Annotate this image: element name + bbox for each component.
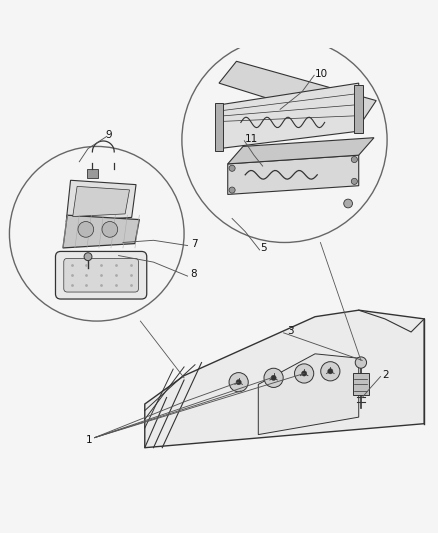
Polygon shape <box>215 103 223 151</box>
Text: 8: 8 <box>191 269 197 279</box>
Text: 11: 11 <box>245 134 258 144</box>
Circle shape <box>264 368 283 387</box>
Text: 7: 7 <box>191 239 197 249</box>
Polygon shape <box>145 310 424 448</box>
Polygon shape <box>258 354 359 434</box>
Polygon shape <box>353 374 369 395</box>
Circle shape <box>321 362 340 381</box>
Circle shape <box>351 157 357 163</box>
Polygon shape <box>87 169 98 178</box>
Polygon shape <box>219 61 376 127</box>
FancyBboxPatch shape <box>64 259 138 292</box>
FancyBboxPatch shape <box>56 252 147 299</box>
Circle shape <box>301 371 307 376</box>
Polygon shape <box>354 85 363 133</box>
Polygon shape <box>219 83 359 149</box>
Polygon shape <box>228 138 374 164</box>
Circle shape <box>78 222 94 237</box>
Text: 2: 2 <box>383 370 389 380</box>
Circle shape <box>229 187 235 193</box>
Circle shape <box>328 369 333 374</box>
Circle shape <box>351 179 357 184</box>
Text: 9: 9 <box>106 130 112 140</box>
Circle shape <box>102 222 118 237</box>
Circle shape <box>229 373 248 392</box>
Text: 10: 10 <box>315 69 328 78</box>
Circle shape <box>355 357 367 368</box>
Circle shape <box>271 375 276 381</box>
Polygon shape <box>66 180 136 222</box>
Polygon shape <box>228 155 359 195</box>
Polygon shape <box>63 215 139 248</box>
Text: 3: 3 <box>287 326 293 336</box>
Circle shape <box>84 253 92 261</box>
Polygon shape <box>73 187 130 216</box>
Circle shape <box>294 364 314 383</box>
Text: 5: 5 <box>261 243 267 253</box>
Circle shape <box>344 199 353 208</box>
Text: 1: 1 <box>86 435 92 446</box>
Circle shape <box>229 165 235 171</box>
Circle shape <box>236 379 241 385</box>
